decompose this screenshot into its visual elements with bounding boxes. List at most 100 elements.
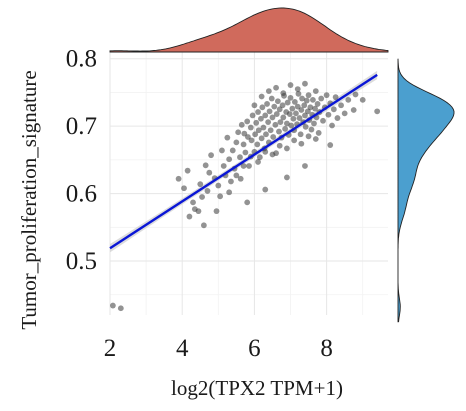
scatter-point bbox=[109, 302, 116, 309]
scatter-point bbox=[199, 194, 205, 200]
x-tick-labels: 2 4 6 8 bbox=[104, 335, 333, 362]
marginal-density-x bbox=[109, 7, 389, 53]
scatter-point bbox=[301, 102, 308, 109]
scatter-point bbox=[282, 125, 289, 132]
scatter-point bbox=[297, 131, 304, 138]
scatter-point bbox=[228, 178, 234, 185]
scatter-point bbox=[269, 151, 276, 158]
scatter-point bbox=[271, 103, 278, 110]
scatter-point bbox=[202, 162, 209, 169]
scatter-point bbox=[276, 142, 283, 149]
scatter-point bbox=[237, 175, 244, 182]
scatter-point bbox=[256, 154, 263, 161]
scatter-point bbox=[334, 115, 341, 121]
scatter-point bbox=[302, 163, 308, 169]
scatter-point bbox=[302, 112, 308, 119]
scatter-point bbox=[270, 134, 277, 140]
scatter-point bbox=[374, 108, 381, 115]
scatter-point bbox=[298, 107, 305, 113]
scatter-point bbox=[305, 92, 312, 99]
scatter-point bbox=[284, 145, 290, 152]
scatter-point bbox=[233, 139, 240, 146]
scatter-point bbox=[267, 127, 274, 134]
scatter-point bbox=[235, 129, 242, 136]
scatter-point bbox=[248, 137, 255, 144]
scatter-point bbox=[244, 118, 251, 125]
scatter-point bbox=[296, 115, 303, 121]
scatter-point bbox=[220, 163, 227, 169]
scatter-point bbox=[291, 99, 298, 105]
scatter-point bbox=[341, 110, 348, 117]
scatter-point bbox=[302, 80, 308, 87]
scatter-point bbox=[255, 159, 261, 165]
scatter-point bbox=[311, 120, 317, 127]
scatter-point bbox=[249, 112, 256, 119]
data-points bbox=[109, 80, 381, 312]
scatter-point bbox=[265, 119, 272, 126]
scatter-point bbox=[240, 163, 247, 169]
scatter-point bbox=[229, 147, 236, 154]
scatter-point bbox=[247, 124, 254, 131]
scatter-point bbox=[242, 149, 249, 156]
scatter-point bbox=[312, 88, 319, 95]
scatter-point bbox=[181, 185, 187, 192]
scatter-point bbox=[273, 111, 280, 117]
scatter-point bbox=[303, 97, 310, 104]
scatter-point bbox=[280, 114, 287, 121]
y-tick-label: 0.7 bbox=[66, 113, 97, 140]
y-tick-label: 0.8 bbox=[66, 46, 97, 73]
scatter-point bbox=[298, 140, 305, 147]
scatter-point bbox=[276, 128, 282, 135]
x-tick-label: 8 bbox=[320, 335, 333, 362]
y-tick-label: 0.5 bbox=[66, 248, 97, 275]
scatter-point bbox=[284, 99, 291, 106]
scatter-point bbox=[284, 120, 290, 127]
x-density-curve bbox=[109, 7, 389, 53]
scatter-point bbox=[359, 96, 366, 103]
scatter-point bbox=[200, 222, 207, 229]
scatter-point bbox=[274, 98, 281, 105]
scatter-point bbox=[190, 199, 196, 206]
scatter-point bbox=[291, 137, 298, 144]
scatter-point bbox=[288, 122, 295, 129]
scatter-point bbox=[305, 133, 312, 140]
scatter-point bbox=[255, 127, 262, 134]
scatter-point bbox=[310, 96, 316, 103]
scatter-point bbox=[186, 213, 193, 220]
scatter-point bbox=[255, 109, 261, 115]
scatter-point bbox=[293, 110, 299, 117]
scatter-point bbox=[217, 193, 224, 200]
scatter-point bbox=[350, 107, 357, 113]
scatter-point bbox=[325, 111, 332, 118]
x-tick-label: 6 bbox=[248, 335, 261, 362]
scatter-point bbox=[213, 208, 220, 215]
scatter-point bbox=[318, 95, 325, 102]
x-axis-label: log2(TPX2 TPM+1) bbox=[171, 376, 343, 400]
scatter-point bbox=[260, 124, 267, 131]
scatter-point bbox=[284, 174, 290, 181]
scatter-point bbox=[238, 121, 245, 128]
scatter-point bbox=[327, 142, 334, 148]
scatter-point bbox=[280, 90, 287, 97]
y-tick-labels: 0.5 0.6 0.7 0.8 bbox=[66, 46, 97, 275]
y-tick-label: 0.6 bbox=[66, 181, 97, 208]
scatter-point bbox=[308, 126, 315, 133]
y-density-curve bbox=[397, 58, 455, 323]
y-axis-label: Tumor_proliferation_signature bbox=[17, 70, 41, 329]
scatter-point bbox=[320, 117, 326, 124]
scatter-point bbox=[240, 141, 247, 148]
scatter-point bbox=[254, 141, 261, 148]
scatter-point bbox=[299, 95, 305, 102]
scatter-point bbox=[345, 96, 352, 103]
scatter-point bbox=[330, 106, 337, 113]
scatter-point bbox=[268, 95, 275, 102]
scatter-point bbox=[332, 94, 339, 101]
scatter-point bbox=[269, 114, 276, 121]
scatter-point bbox=[352, 91, 359, 98]
scatter-point bbox=[294, 86, 301, 92]
scatter-point bbox=[184, 167, 191, 174]
scatter-point bbox=[273, 84, 279, 91]
scatter-point bbox=[302, 123, 309, 130]
scatter-point bbox=[262, 148, 269, 155]
